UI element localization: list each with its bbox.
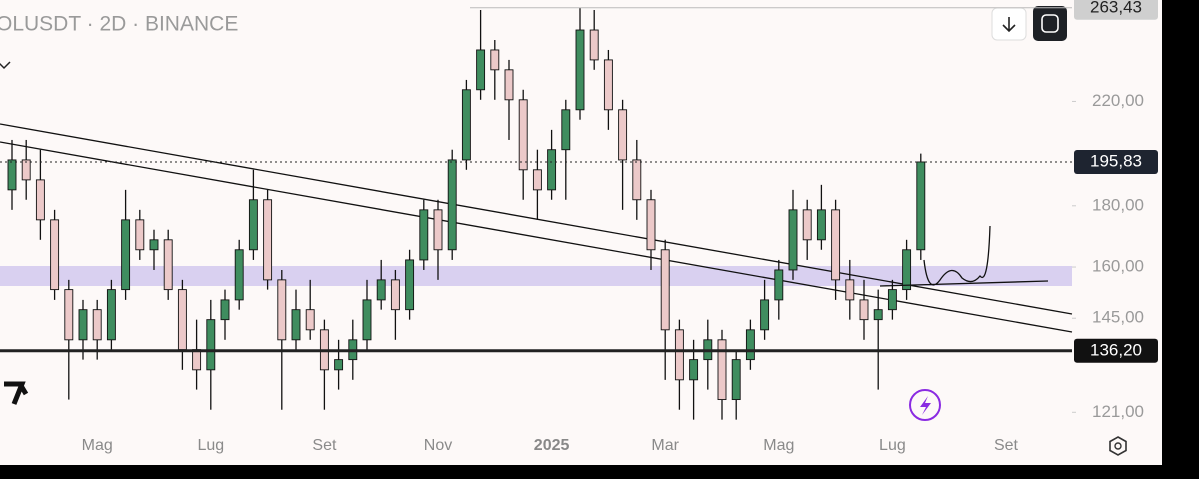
- x-tick-label: Set: [312, 437, 337, 454]
- alert-button[interactable]: [909, 389, 941, 421]
- candle-body: [859, 299, 869, 321]
- candle-body: [106, 289, 116, 341]
- candle-body: [575, 29, 585, 111]
- x-tick-label: Set: [994, 437, 1019, 454]
- y-tick-label: 220,00: [1092, 91, 1144, 110]
- candle-body: [305, 309, 315, 331]
- candle-body: [504, 69, 514, 101]
- y-tick-label: 160,00: [1092, 257, 1144, 276]
- candle-body: [390, 279, 400, 311]
- candle-body: [277, 279, 287, 341]
- candle-body: [476, 49, 486, 91]
- candle-body: [121, 219, 131, 291]
- logo: [4, 381, 29, 405]
- candle-body: [731, 359, 741, 401]
- price-label: 136,20: [1090, 340, 1142, 359]
- candle-body: [7, 159, 17, 191]
- candle-body: [149, 239, 159, 251]
- candle-body: [461, 89, 471, 161]
- candle-body: [64, 289, 74, 341]
- candle-body: [802, 209, 812, 241]
- candle-body: [419, 209, 429, 261]
- candle-body: [518, 99, 528, 171]
- candle-body: [263, 199, 273, 281]
- candle-body: [760, 299, 770, 331]
- price-label-box: [1074, 0, 1158, 20]
- collapse-icon[interactable]: [0, 61, 11, 70]
- candle-body: [887, 289, 897, 311]
- candle-body: [447, 159, 457, 251]
- alert-icon: [920, 396, 931, 415]
- settings-button[interactable]: [1109, 436, 1127, 456]
- candle-body: [35, 179, 45, 221]
- candle-body: [603, 59, 613, 111]
- candle-body: [50, 219, 60, 291]
- candle-body: [788, 209, 798, 271]
- zone: [0, 266, 1072, 286]
- y-tick-label: 180,00: [1092, 195, 1144, 214]
- candle-body: [774, 269, 784, 301]
- settings-icon: [1114, 442, 1122, 450]
- candle-body: [92, 309, 102, 341]
- candle-body: [674, 329, 684, 381]
- candle-body: [873, 309, 883, 321]
- trendline: [0, 123, 1073, 315]
- candle-body: [916, 161, 926, 251]
- candle-body: [433, 209, 443, 251]
- candle-body: [234, 249, 244, 301]
- candle-body: [334, 359, 344, 371]
- price-label-box: [1074, 338, 1158, 363]
- candle-body: [163, 239, 173, 291]
- candle-body: [220, 299, 230, 321]
- y-tick-label: 145,00: [1092, 308, 1144, 327]
- candle-body: [362, 299, 372, 341]
- fullscreen-button[interactable]: [1033, 6, 1067, 41]
- drawing: [879, 225, 1049, 287]
- candle-body: [745, 329, 755, 361]
- candle-body: [248, 199, 258, 251]
- candle-body: [689, 359, 699, 381]
- price-label: 195,83: [1090, 151, 1142, 170]
- x-tick-label: 2025: [534, 437, 570, 454]
- candle-body: [902, 249, 912, 291]
- y-tick-label: 121,00: [1092, 402, 1144, 421]
- candle-body: [376, 279, 386, 301]
- arrow-icon: [1002, 17, 1016, 33]
- plot: [7, 7, 1076, 420]
- price-label: 263,43: [1090, 0, 1142, 16]
- chart-title: OLUSDT · 2D · BINANCE: [0, 13, 238, 36]
- candle-body: [547, 149, 557, 191]
- candle-body: [490, 49, 500, 71]
- x-tick-label: Lug: [879, 437, 906, 454]
- price-label-box: [1074, 149, 1158, 174]
- fullscreen-icon: [1041, 14, 1059, 33]
- candle-body: [206, 319, 216, 371]
- x-tick-label: Mag: [82, 437, 113, 454]
- candle-body: [405, 259, 415, 311]
- x-tick-label: Mar: [651, 437, 679, 454]
- candle-body: [177, 289, 187, 351]
- candle-body: [78, 309, 88, 341]
- candle-body: [816, 209, 826, 241]
- candle-body: [589, 29, 599, 61]
- candle-body: [632, 159, 642, 201]
- candle-body: [192, 349, 202, 371]
- x-tick-label: Lug: [197, 437, 224, 454]
- candle-body: [831, 209, 841, 281]
- candle-body: [21, 159, 31, 181]
- candle-body: [561, 109, 571, 151]
- x-tick-label: Nov: [424, 437, 452, 454]
- candle-body: [532, 169, 542, 191]
- candle-body: [618, 109, 628, 161]
- candle-body: [135, 219, 145, 251]
- candle-body: [646, 199, 656, 251]
- candle-body: [845, 279, 855, 301]
- candle-body: [717, 339, 727, 401]
- x-tick-label: Mag: [763, 437, 794, 454]
- candle-body: [291, 309, 301, 341]
- candle-body: [660, 249, 670, 331]
